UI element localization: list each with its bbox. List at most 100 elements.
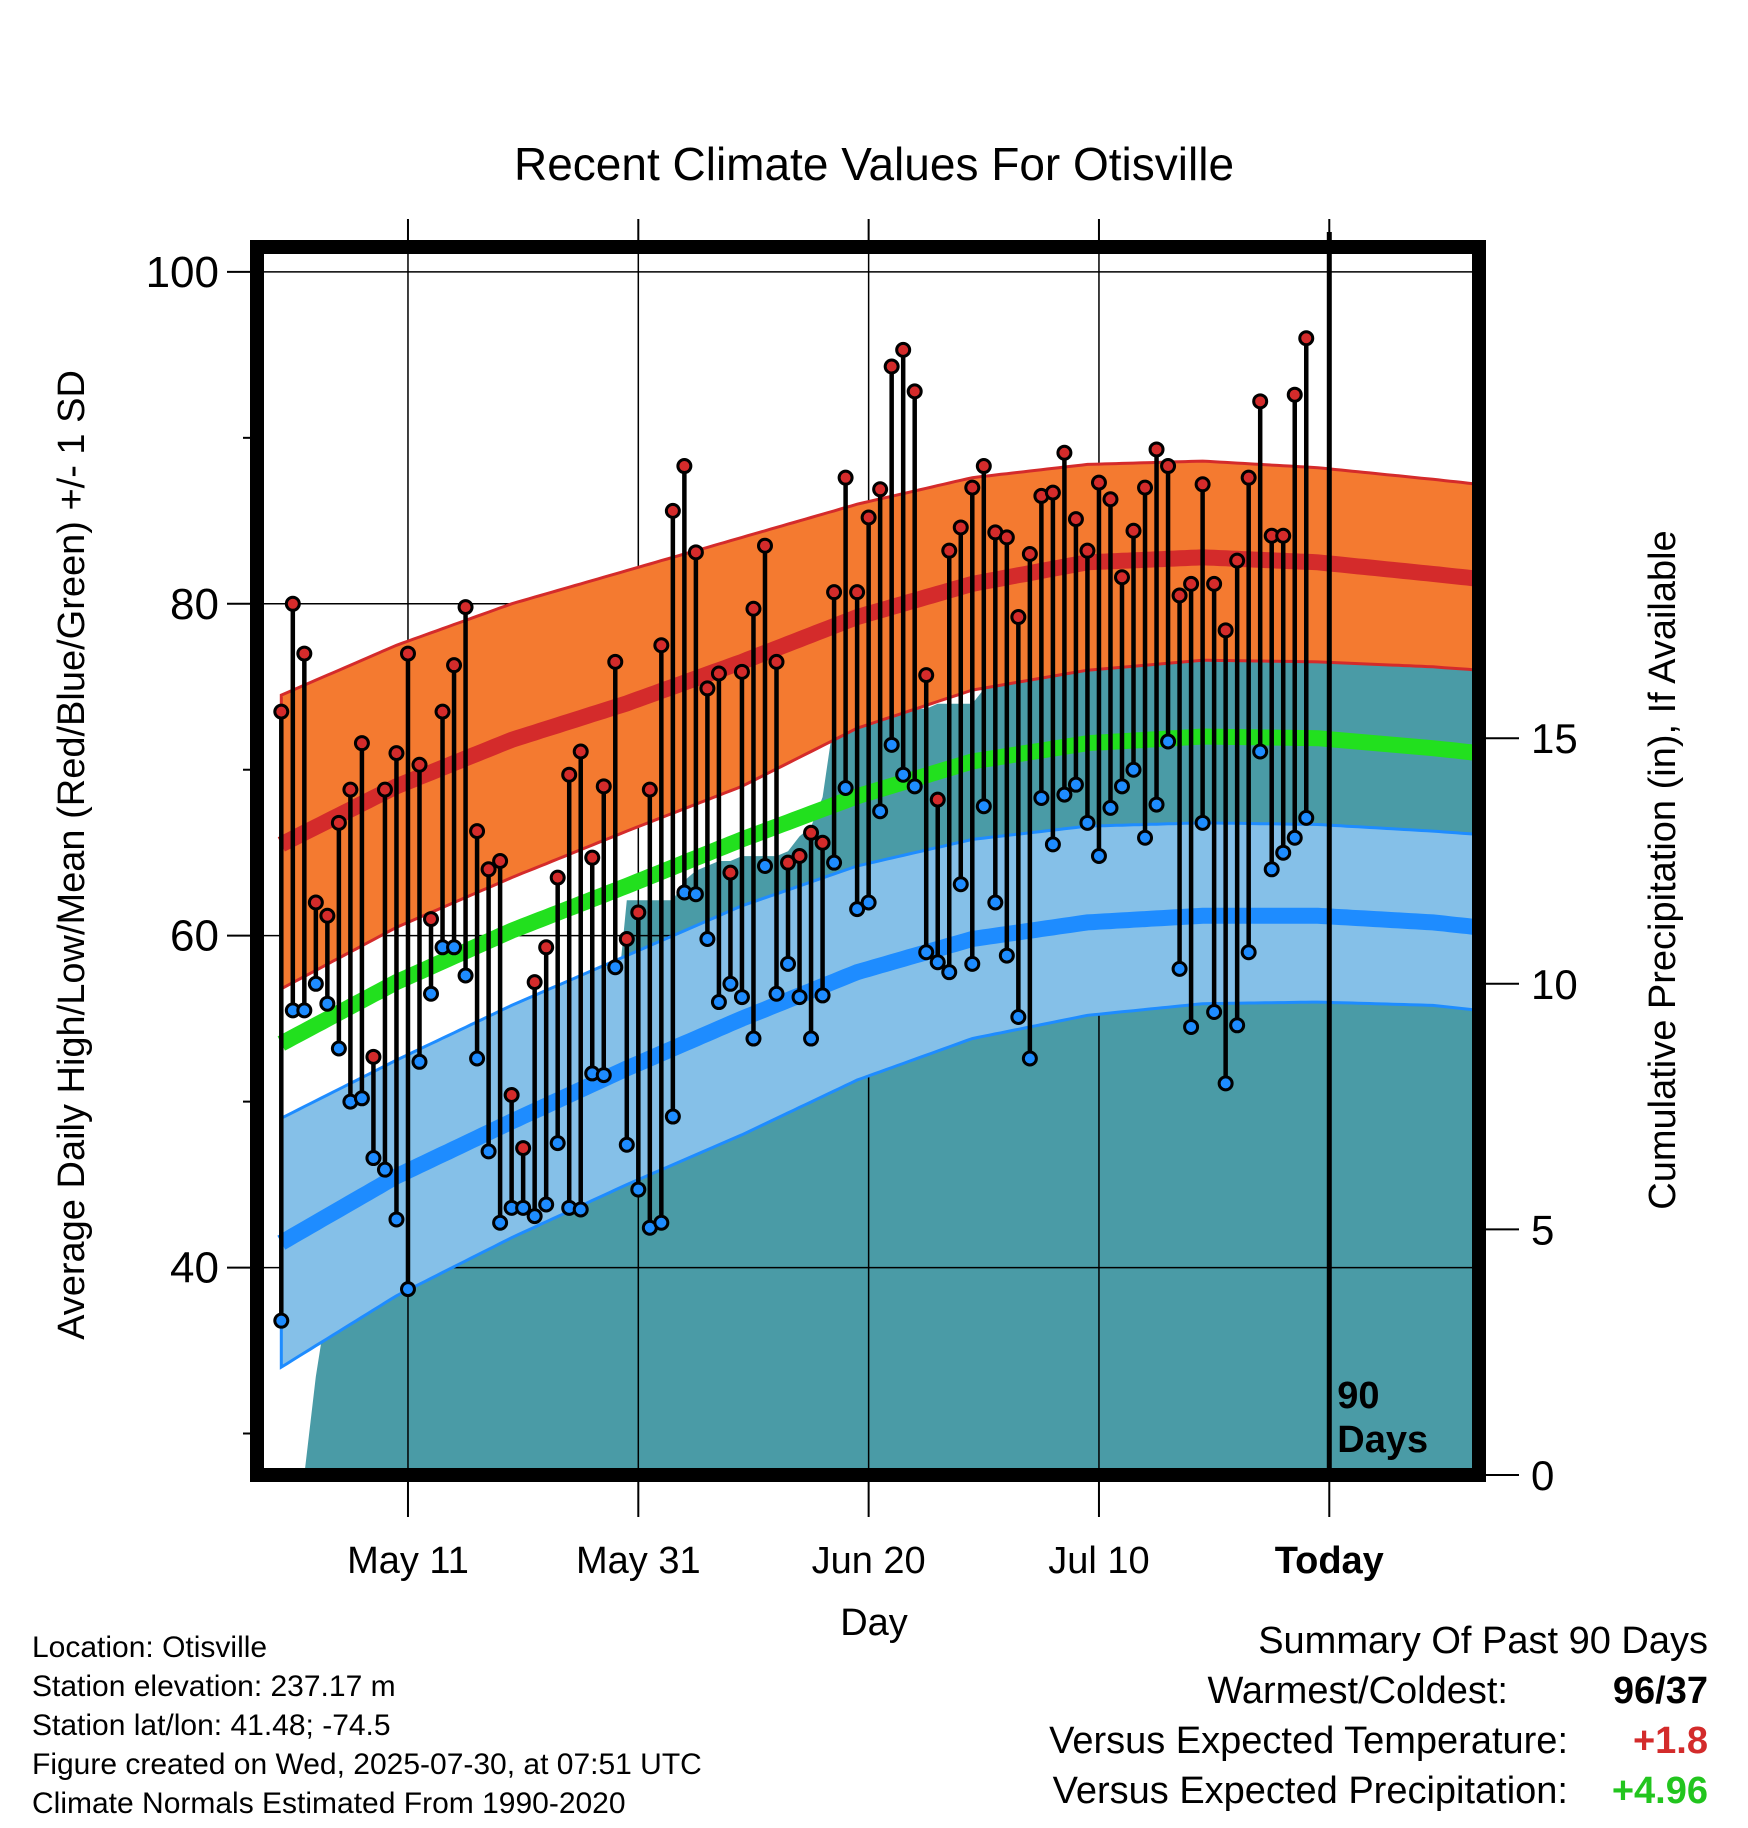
daily-low-point (722, 975, 739, 992)
daily-high-point (1010, 609, 1027, 626)
daily-low-point (1067, 776, 1084, 793)
x-tick-label: May 31 (576, 1540, 701, 1582)
daily-high-point (803, 824, 820, 841)
daily-high-point (342, 781, 359, 798)
daily-high-point (423, 911, 440, 928)
daily-low-point (376, 1161, 393, 1178)
daily-high-point (538, 939, 555, 956)
daily-high-point (1194, 476, 1211, 493)
daily-low-point (733, 989, 750, 1006)
y-tick-label: 80 (170, 580, 219, 629)
daily-high-point (561, 766, 578, 783)
daily-low-point (307, 975, 324, 992)
temp-departure-value: +1.8 (1632, 1720, 1708, 1762)
y-tick-label: 40 (170, 1244, 219, 1293)
today-days-count: 90 (1337, 1375, 1379, 1417)
daily-low-point (1240, 944, 1257, 961)
y-right-tick-label: 0 (1531, 1452, 1554, 1499)
daily-low-point (929, 954, 946, 971)
daily-low-point (411, 1053, 428, 1070)
daily-low-point (457, 967, 474, 984)
daily-high-point (872, 481, 889, 498)
daily-low-point (687, 886, 704, 903)
daily-low-point (1275, 844, 1292, 861)
daily-high-point (906, 383, 923, 400)
daily-high-point (1137, 479, 1154, 496)
daily-low-point (319, 995, 336, 1012)
daily-low-point (607, 959, 624, 976)
daily-low-point (296, 1002, 313, 1019)
y-tick-label: 100 (146, 248, 219, 297)
summary-title: Summary Of Past 90 Days (1258, 1620, 1708, 1662)
precip-departure-value: +4.96 (1611, 1770, 1708, 1812)
daily-low-point (918, 944, 935, 961)
daily-low-point (423, 985, 440, 1002)
daily-high-point (722, 864, 739, 881)
daily-high-point (1113, 569, 1130, 586)
daily-high-point (480, 861, 497, 878)
daily-high-point (330, 814, 347, 831)
daily-high-point (1240, 469, 1257, 486)
daily-high-point (895, 341, 912, 358)
daily-low-point (526, 1208, 543, 1225)
daily-low-point (618, 1136, 635, 1153)
daily-high-point (492, 853, 509, 869)
daily-high-point (1217, 622, 1234, 639)
daily-low-point (492, 1214, 509, 1231)
daily-high-point (1090, 474, 1107, 491)
daily-low-point (1010, 1008, 1027, 1025)
daily-high-point (319, 907, 336, 924)
x-axis-label: Day (840, 1602, 908, 1644)
daily-low-point (653, 1214, 670, 1231)
daily-high-point (584, 849, 601, 866)
today-days-label: Days (1337, 1419, 1428, 1461)
daily-low-point (710, 994, 727, 1011)
daily-high-point (1102, 491, 1119, 508)
daily-low-point (1021, 1050, 1038, 1067)
daily-high-point (641, 781, 658, 798)
daily-high-point (284, 595, 301, 612)
daily-high-point (941, 542, 958, 559)
daily-high-point (1229, 552, 1246, 569)
daily-high-point (745, 600, 762, 617)
daily-low-point (1125, 761, 1142, 778)
daily-low-point (998, 947, 1015, 964)
daily-high-point (1298, 330, 1315, 347)
daily-high-point (653, 637, 670, 654)
daily-low-point (446, 939, 463, 956)
daily-high-point (526, 974, 543, 991)
daily-high-point (1056, 444, 1073, 461)
y-right-tick-label: 15 (1531, 715, 1578, 762)
daily-low-point (1206, 1004, 1223, 1021)
daily-high-point (399, 645, 416, 662)
daily-high-point (1067, 511, 1084, 528)
daily-high-point (952, 519, 969, 536)
daily-high-point (1044, 484, 1061, 501)
daily-high-point (1125, 522, 1142, 539)
daily-high-point (1252, 393, 1269, 410)
daily-low-point (699, 930, 716, 947)
daily-low-point (803, 1030, 820, 1047)
daily-high-point (814, 834, 831, 851)
daily-low-point (1217, 1075, 1234, 1092)
daily-high-point (273, 703, 290, 720)
station-latlon: Station lat/lon: 41.48; -74.5 (32, 1709, 391, 1742)
figure-created: Figure created on Wed, 2025-07-30, at 07… (32, 1748, 702, 1781)
daily-low-point (515, 1199, 532, 1216)
daily-low-point (768, 985, 785, 1002)
daily-low-point (780, 955, 797, 972)
daily-low-point (595, 1067, 612, 1084)
daily-high-point (780, 854, 797, 871)
daily-high-point (572, 743, 589, 760)
daily-high-point (307, 894, 324, 911)
daily-high-point (860, 509, 877, 526)
daily-low-point (365, 1150, 382, 1167)
daily-low-point (826, 854, 843, 871)
daily-high-point (791, 848, 808, 865)
daily-high-point (975, 458, 992, 475)
daily-low-point (1229, 1017, 1246, 1034)
daily-low-point (399, 1281, 416, 1298)
daily-low-point (1183, 1018, 1200, 1035)
daily-low-point (745, 1030, 762, 1047)
